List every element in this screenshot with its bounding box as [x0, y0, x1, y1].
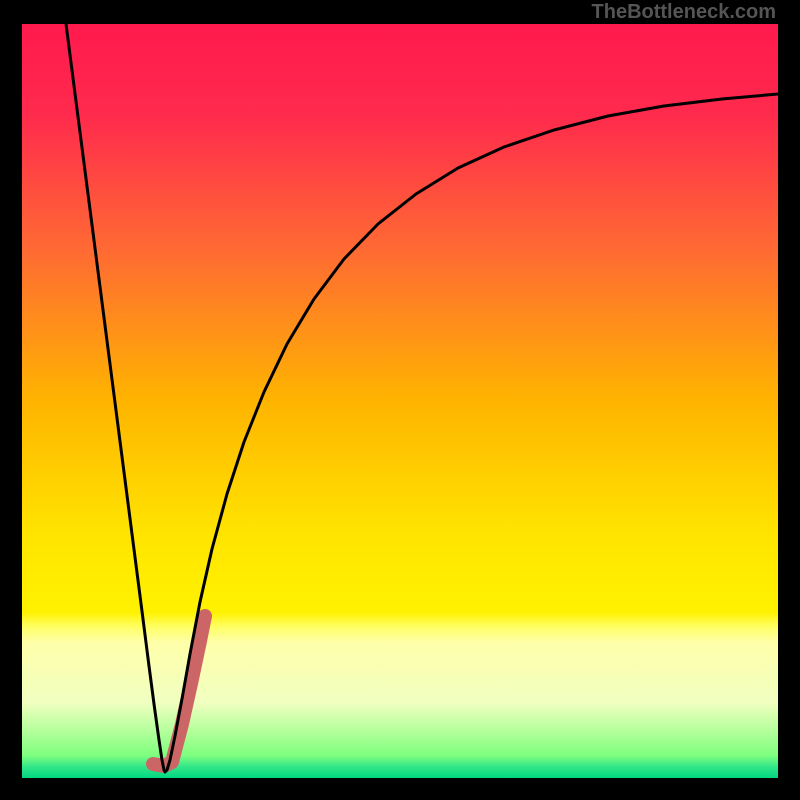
gradient-background — [22, 24, 778, 778]
chart-frame: TheBottleneck.com — [0, 0, 800, 800]
plot-svg — [22, 24, 778, 778]
attribution-label: TheBottleneck.com — [592, 0, 776, 22]
optimal-range-marker — [153, 616, 205, 766]
plot-area — [22, 24, 778, 778]
bottleneck-curve — [66, 24, 778, 772]
